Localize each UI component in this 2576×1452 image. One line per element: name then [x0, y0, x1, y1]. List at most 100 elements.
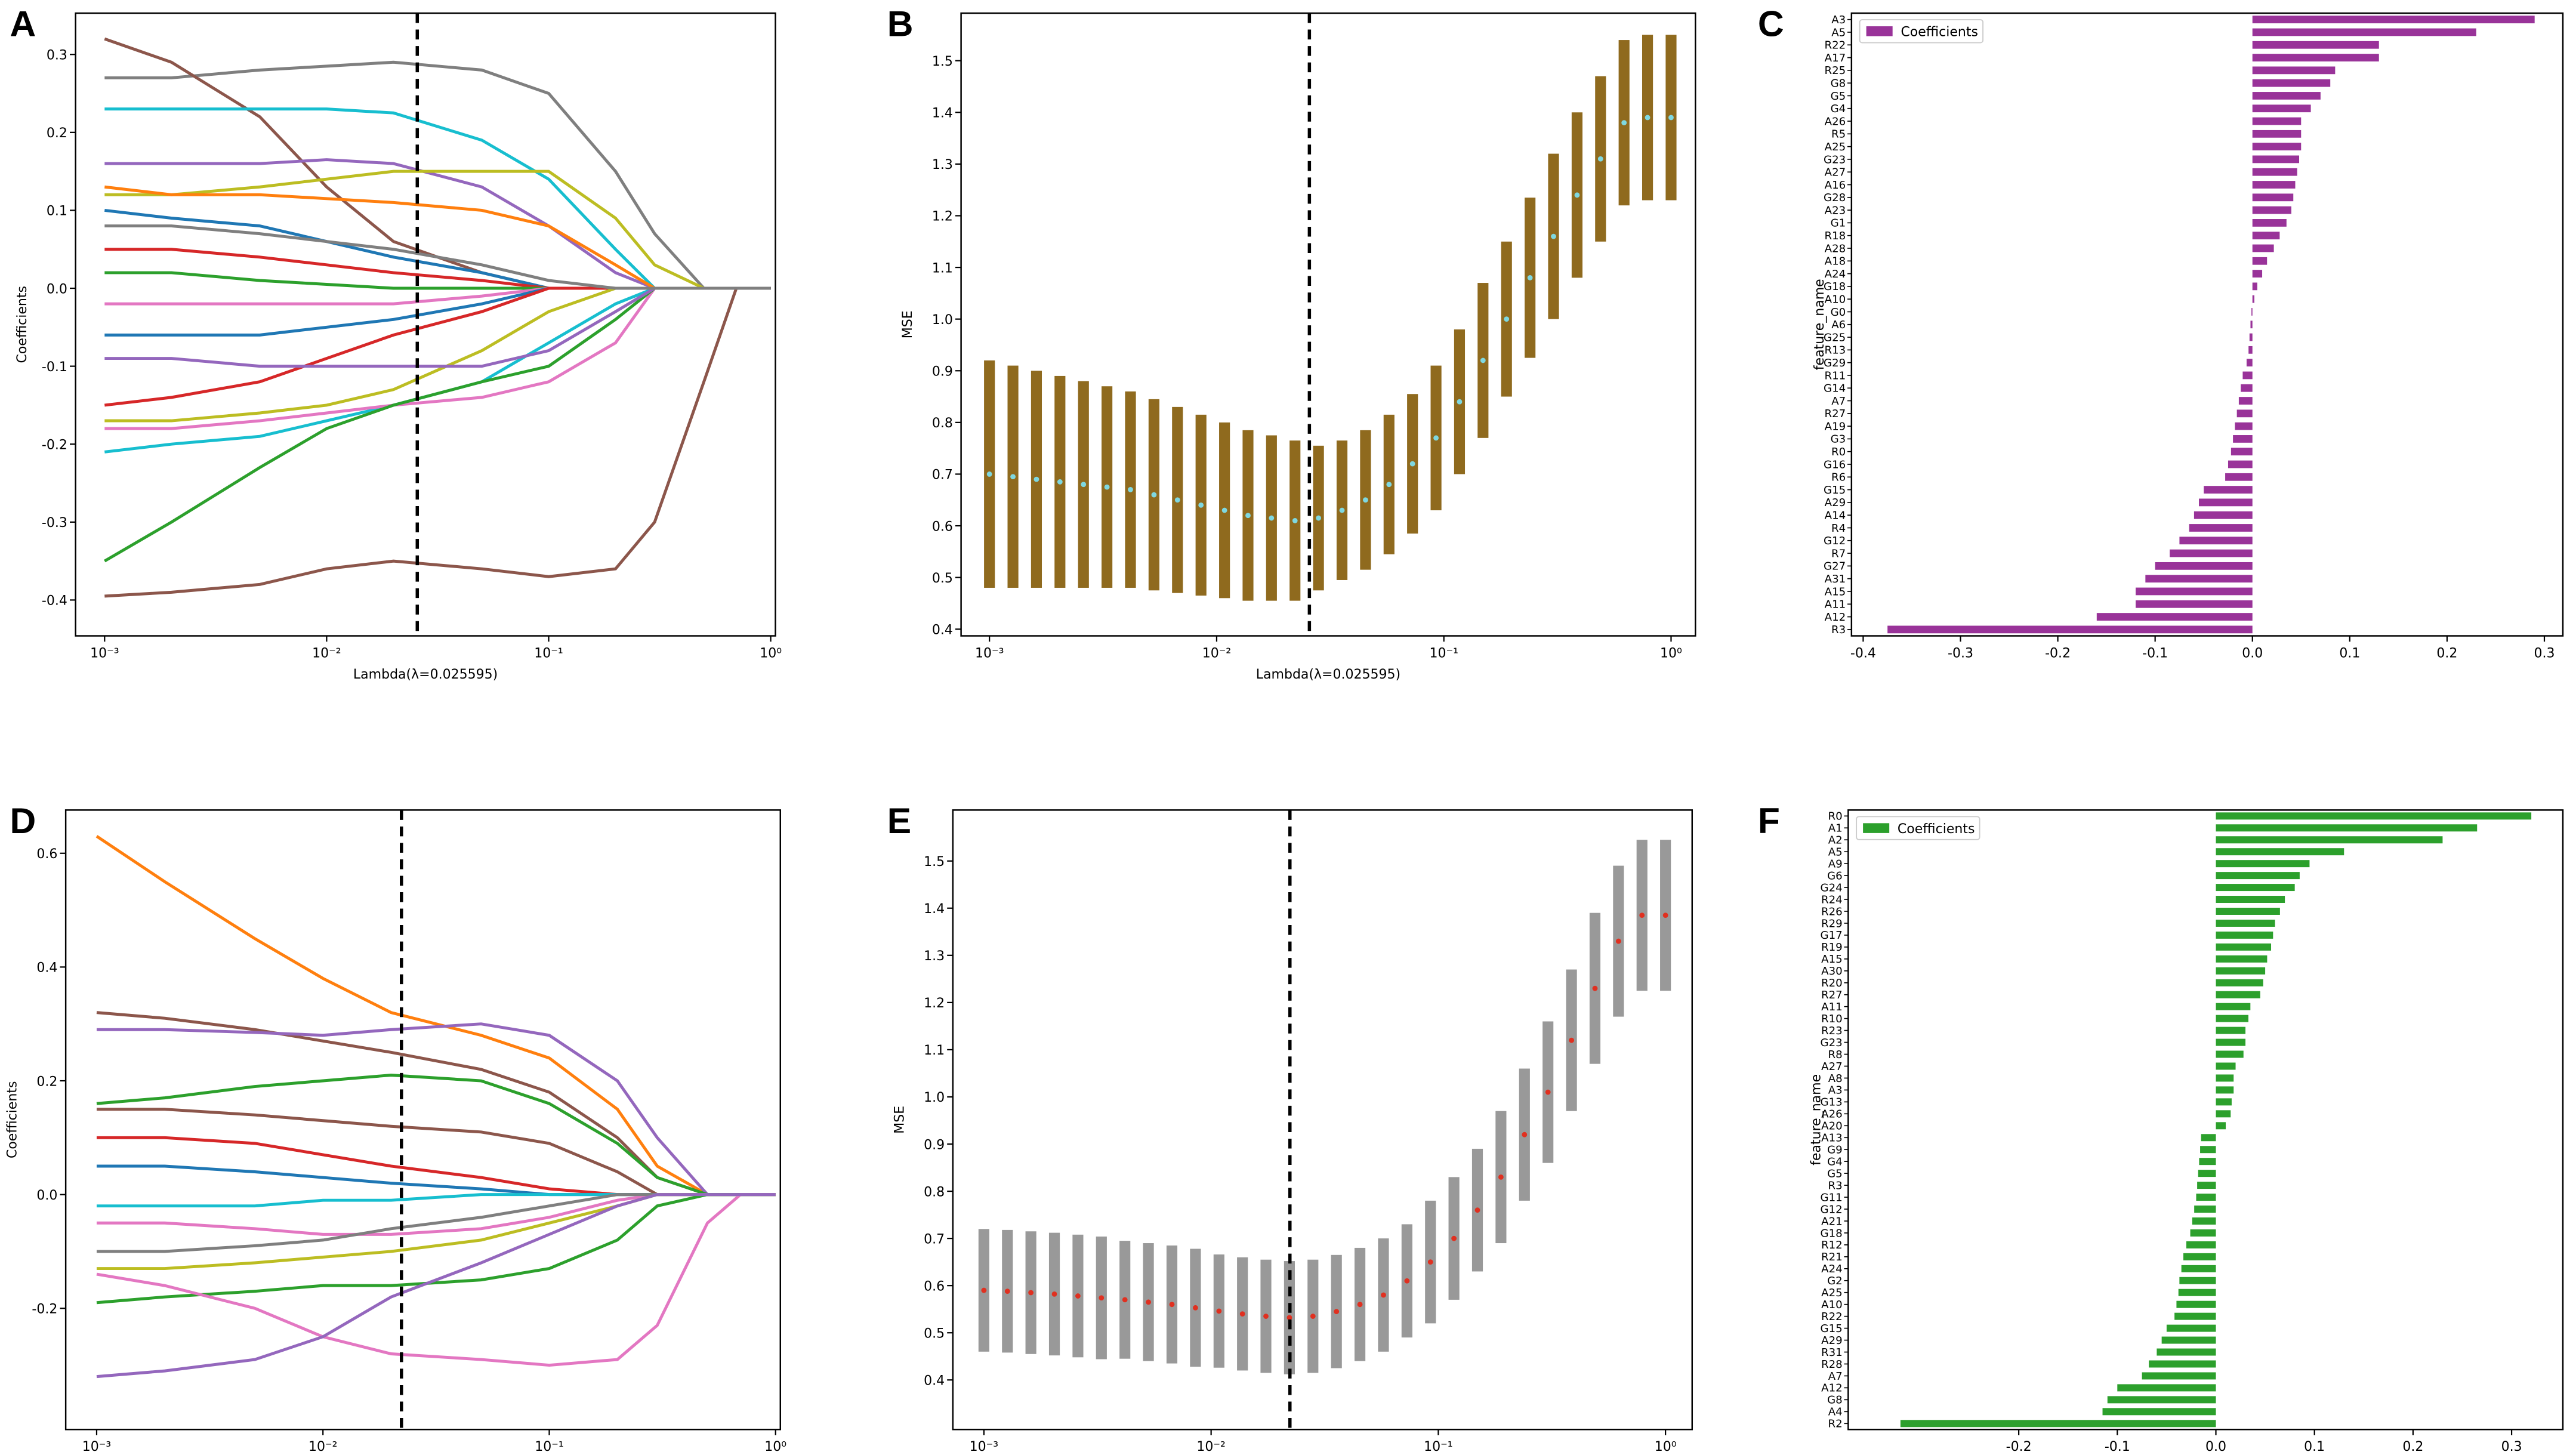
category-label: G3 [1831, 433, 1846, 446]
bar [2252, 257, 2268, 265]
x-tick-label: 10⁻² [1202, 646, 1231, 661]
category-label: R4 [1831, 522, 1846, 535]
bar [2096, 613, 2253, 621]
bar [2216, 955, 2268, 963]
bar [2252, 117, 2302, 125]
mean-point [1386, 482, 1392, 488]
axes-frame [960, 12, 1696, 637]
category-label: A16 [1825, 179, 1846, 192]
x-tick-label: 10⁰ [1660, 646, 1682, 661]
x-tick-label: -0.2 [2006, 1439, 2032, 1452]
mean-point [1621, 120, 1627, 126]
bar [2200, 1146, 2216, 1154]
panel: E 10⁻³ 10⁻² 10⁻¹ 10⁰ 0.4 0.5 0.6 0.7 0.8 0.9 1.0 1.1… [887, 800, 1693, 1452]
mean-point [1081, 482, 1087, 488]
category-label: G12 [1821, 1203, 1843, 1216]
y-tick-label: 1.5 [924, 855, 945, 870]
legend-label: Coefficients [1901, 25, 1978, 40]
y-tick-label: 1.4 [924, 902, 945, 917]
x-tick-label: 10⁻³ [970, 1439, 998, 1452]
category-label: R0 [1828, 810, 1843, 823]
category-label: A23 [1825, 204, 1846, 217]
category-label: A4 [1828, 1406, 1843, 1419]
y-axis-label: Coefficients [5, 1081, 20, 1159]
y-tick-label: 1.2 [924, 996, 945, 1011]
bar [2252, 295, 2255, 303]
category-label: R6 [1831, 471, 1846, 484]
y-tick-label: 0.6 [924, 1279, 945, 1294]
x-tick-label: -0.2 [2045, 646, 2071, 661]
y-tick-label: 0.5 [932, 571, 953, 586]
x-axis-label: Lambda(λ=0.025595) [1256, 667, 1400, 682]
coef-path [104, 286, 771, 337]
y-tick-label: 1.3 [932, 158, 953, 172]
category-label: A11 [1825, 599, 1846, 611]
bar [2216, 943, 2272, 951]
legend-box [1859, 19, 1984, 44]
bar [2252, 28, 2476, 36]
y-tick-label: 0.6 [36, 847, 57, 862]
bar [2186, 1241, 2216, 1248]
bar [2252, 282, 2257, 291]
panel: F-0.2 -0.1 0.0 0.1 0.2 0.3R0A1A2A5A9G6G24R24R… [1758, 800, 2564, 1452]
category-label: G2 [1827, 1275, 1843, 1287]
category-label: G13 [1821, 1096, 1843, 1109]
bar [2216, 1003, 2251, 1010]
bar [2248, 346, 2253, 354]
y-tick-label: 1.1 [932, 261, 953, 276]
plot-area [95, 835, 776, 1379]
coef-path [96, 1193, 776, 1236]
bar [2216, 1050, 2244, 1058]
mean-point [1075, 1293, 1081, 1299]
mean-point [1427, 1259, 1433, 1265]
plot-area [1900, 812, 2532, 1428]
category-label: R13 [1824, 344, 1846, 357]
category-label: G24 [1821, 881, 1843, 894]
y-tick-label: -0.4 [42, 594, 67, 609]
y-axis-label: feature_name [1812, 279, 1827, 370]
y-tick-label: 0.9 [932, 365, 953, 380]
category-label: R18 [1824, 230, 1846, 242]
bar [2216, 896, 2285, 904]
mean-point [1527, 275, 1533, 280]
bar [2252, 232, 2280, 240]
category-label: R19 [1821, 941, 1843, 954]
mean-point [1010, 474, 1016, 480]
coef-path [104, 286, 771, 407]
category-label: G15 [1824, 484, 1846, 497]
category-label: A1 [1828, 822, 1843, 835]
bar [2157, 1348, 2216, 1356]
category-label: R5 [1831, 128, 1846, 141]
bar [2194, 1206, 2216, 1213]
bar [2216, 931, 2273, 939]
mean-point [1357, 1302, 1363, 1308]
panel: A 10⁻³ 10⁻² 10⁻¹ 10⁰ -0.4 -0.3 -0.2 -0.1 0.0 0.1 0.… [10, 4, 782, 682]
category-label: A3 [1828, 1084, 1843, 1097]
bar [2197, 1182, 2216, 1189]
mean-point [1292, 517, 1298, 523]
bar [2216, 872, 2300, 880]
mean-point [981, 1287, 987, 1293]
category-label: G1 [1831, 217, 1846, 230]
bar [2216, 979, 2263, 987]
bar [2216, 991, 2260, 998]
y-axis-label: feature_name [1809, 1074, 1824, 1166]
bar [2252, 206, 2291, 214]
bar [2225, 473, 2253, 481]
category-label: G4 [1831, 103, 1846, 115]
bar [2252, 193, 2294, 202]
panel-label: C [1758, 4, 1784, 44]
y-tick-label: 0.2 [47, 126, 67, 141]
y-tick-label: 0.4 [932, 622, 953, 637]
axes-frame [64, 809, 782, 1431]
mean-point [1668, 115, 1674, 121]
legend-box [1856, 816, 1980, 840]
x-tick-label: 0.3 [2501, 1439, 2522, 1452]
mean-point [1597, 156, 1603, 162]
bar [2107, 1396, 2216, 1404]
category-label: R29 [1821, 917, 1843, 930]
category-label: G12 [1824, 535, 1846, 547]
x-tick-label: 0.3 [2534, 646, 2555, 661]
category-label: R27 [1824, 408, 1846, 420]
category-label: G5 [1827, 1167, 1843, 1180]
